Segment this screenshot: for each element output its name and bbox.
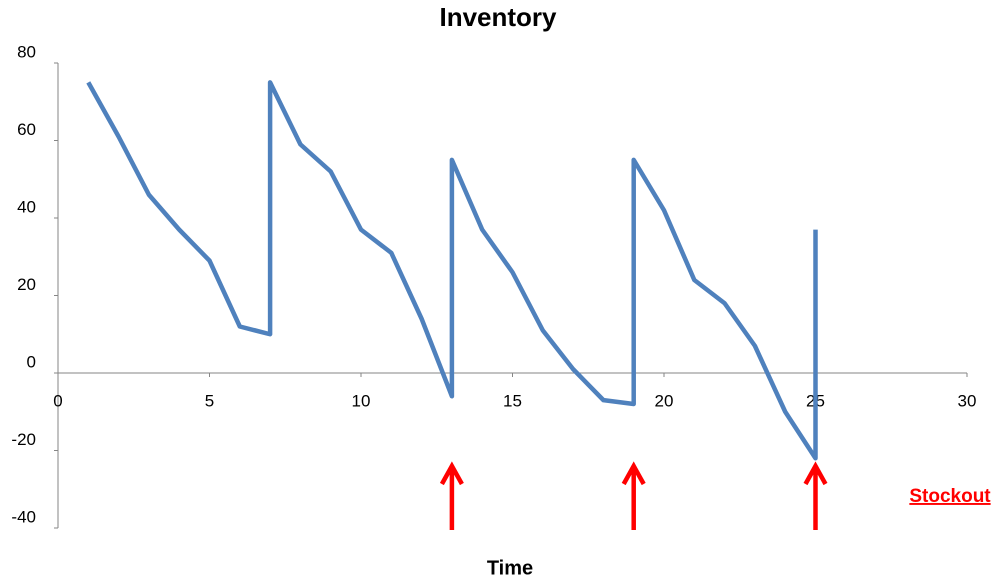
x-tick-label: 10 — [352, 391, 371, 410]
stockout-label: Stockout — [909, 486, 991, 507]
stockout-arrow — [439, 461, 464, 530]
inventory-line — [86, 80, 818, 461]
y-tick-label: -40 — [11, 507, 36, 526]
stockout-arrow — [621, 461, 646, 530]
chart-title: Inventory — [439, 2, 557, 32]
x-axis-title: Time — [487, 557, 533, 579]
y-tick-label: 20 — [17, 275, 36, 294]
y-tick-label: -20 — [11, 430, 36, 449]
stockout-arrow — [803, 461, 828, 530]
x-tick-label: 0 — [53, 391, 62, 410]
x-tick-label: 15 — [503, 391, 522, 410]
y-tick-label: 80 — [17, 42, 36, 61]
x-tick-label: 5 — [205, 391, 214, 410]
x-tick-label: 20 — [655, 391, 674, 410]
y-tick-label: 40 — [17, 197, 36, 216]
y-tick-label: 60 — [17, 120, 36, 139]
x-tick-label: 30 — [958, 391, 977, 410]
y-tick-label: 0 — [27, 352, 36, 371]
